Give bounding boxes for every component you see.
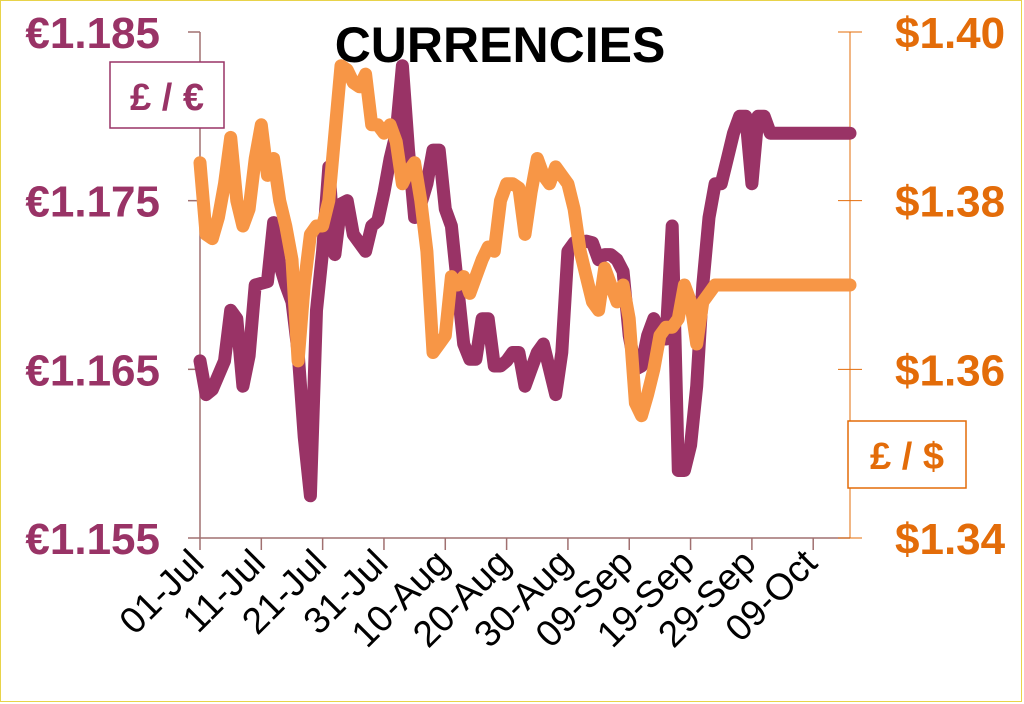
x-axis-ticks: 01-Jul11-Jul21-Jul31-Jul10-Aug20-Aug30-A… xyxy=(111,538,825,655)
left-axis-ticks: €1.155 €1.165 €1.175 €1.185 xyxy=(25,9,200,564)
legend-gbp-eur-label: £ / € xyxy=(130,77,204,119)
series-layer xyxy=(193,59,857,503)
right-tick-label: $1.36 xyxy=(895,346,1005,395)
series-gbp-eur-line xyxy=(193,59,857,503)
left-tick-label: €1.155 xyxy=(25,515,160,564)
left-tick-label: €1.165 xyxy=(25,346,160,395)
left-tick-label: €1.185 xyxy=(25,9,160,58)
right-tick-label: $1.38 xyxy=(895,178,1005,227)
legend-gbp-usd-label: £ / $ xyxy=(870,436,944,478)
legend-gbp-eur-box xyxy=(109,61,225,129)
right-tick-label: $1.40 xyxy=(895,9,1005,58)
chart-title: CURRENCIES xyxy=(335,17,666,73)
left-tick-label: €1.175 xyxy=(25,178,160,227)
legend-gbp-usd-box xyxy=(847,420,967,489)
right-tick-label: $1.34 xyxy=(895,515,1006,564)
right-axis-ticks: $1.34 $1.36 $1.38 $1.40 xyxy=(838,9,1006,564)
legend-gbp-eur: £ / € xyxy=(109,61,225,129)
legend-gbp-usd: £ / $ xyxy=(847,420,967,489)
series-gbp-usd-line xyxy=(193,59,857,423)
